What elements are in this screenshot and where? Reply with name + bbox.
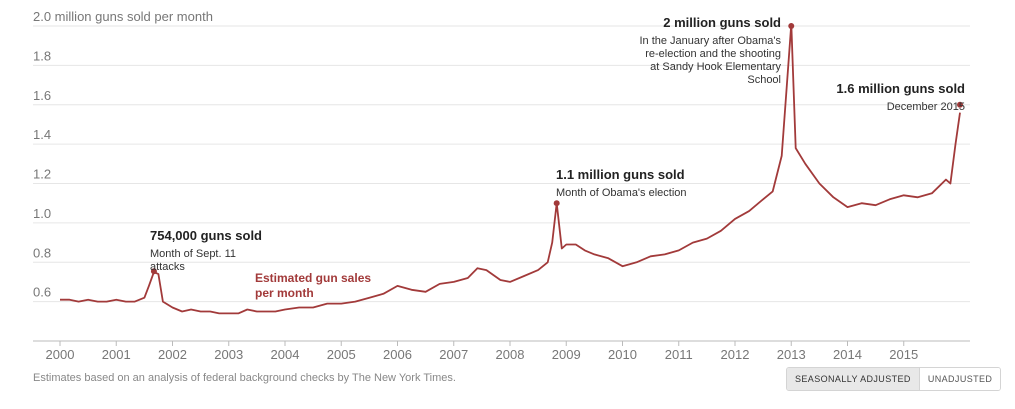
annotation-dot-obama-election bbox=[553, 200, 560, 207]
y-tick-label: 1.8 bbox=[33, 48, 51, 63]
x-tick-label: 2010 bbox=[608, 347, 637, 360]
x-tick-label: 2009 bbox=[552, 347, 581, 360]
annotation-title-december-2015: 1.6 million guns sold bbox=[836, 81, 965, 96]
x-tick-label: 2006 bbox=[383, 347, 412, 360]
annotation-text-sandy-hook: re-election and the shooting bbox=[645, 48, 781, 60]
series-label: per month bbox=[255, 286, 314, 300]
x-tick-label: 2012 bbox=[721, 347, 750, 360]
x-tick-label: 2008 bbox=[496, 347, 525, 360]
annotation-title-sept11: 754,000 guns sold bbox=[150, 228, 262, 243]
footnote: Estimates based on an analysis of federa… bbox=[33, 372, 456, 384]
annotation-title-obama-election: 1.1 million guns sold bbox=[556, 167, 685, 182]
annotation-text-sandy-hook: In the January after Obama's bbox=[639, 35, 781, 47]
series-label: Estimated gun sales bbox=[255, 271, 371, 285]
annotation-text-obama-election: Month of Obama's election bbox=[556, 187, 687, 199]
x-tick-label: 2011 bbox=[665, 347, 693, 360]
y-tick-label: 0.6 bbox=[33, 285, 51, 300]
y-axis-title: 2.0 million guns sold per month bbox=[33, 9, 213, 24]
annotation-text-december-2015: December 2015 bbox=[887, 101, 965, 113]
x-tick-label: 2014 bbox=[833, 347, 862, 360]
x-tick-label: 2003 bbox=[214, 347, 243, 360]
annotation-dot-sept11 bbox=[150, 268, 157, 275]
y-tick-label: 1.6 bbox=[33, 88, 51, 103]
x-tick-label: 2013 bbox=[777, 347, 806, 360]
x-tick-label: 2007 bbox=[439, 347, 468, 360]
annotation-text-sept11: Month of Sept. 11 bbox=[150, 248, 236, 260]
x-tick-label: 2015 bbox=[889, 347, 918, 360]
x-tick-label: 2005 bbox=[327, 347, 356, 360]
annotation-text-sept11: attacks bbox=[150, 261, 185, 273]
annotation-title-sandy-hook: 2 million guns sold bbox=[663, 15, 781, 30]
gun-sales-line-chart: 2.0 million guns sold per month 1.8 1.6 1.4… bbox=[33, 9, 970, 360]
unadjusted-button[interactable]: UNADJUSTED bbox=[918, 368, 1001, 390]
y-tick-label: 1.4 bbox=[33, 127, 51, 142]
x-tick-label: 2001 bbox=[102, 347, 131, 360]
annotation-text-sandy-hook: School bbox=[747, 74, 781, 86]
adjustment-toggle: SEASONALLY ADJUSTED UNADJUSTED bbox=[786, 367, 1002, 391]
y-tick-label: 0.8 bbox=[33, 245, 51, 260]
annotation-dot-december-2015 bbox=[957, 101, 963, 108]
y-tick-label: 1.2 bbox=[33, 167, 51, 182]
annotation-dot-sandy-hook bbox=[788, 23, 795, 29]
x-tick-label: 2004 bbox=[271, 347, 300, 360]
seasonally-adjusted-button[interactable]: SEASONALLY ADJUSTED bbox=[787, 368, 919, 390]
x-tick-label: 2002 bbox=[158, 347, 187, 360]
series-line bbox=[60, 23, 961, 315]
x-tick-label: 2000 bbox=[46, 347, 75, 360]
annotation-text-sandy-hook: at Sandy Hook Elementary bbox=[650, 61, 781, 73]
y-tick-label: 1.0 bbox=[33, 206, 51, 221]
